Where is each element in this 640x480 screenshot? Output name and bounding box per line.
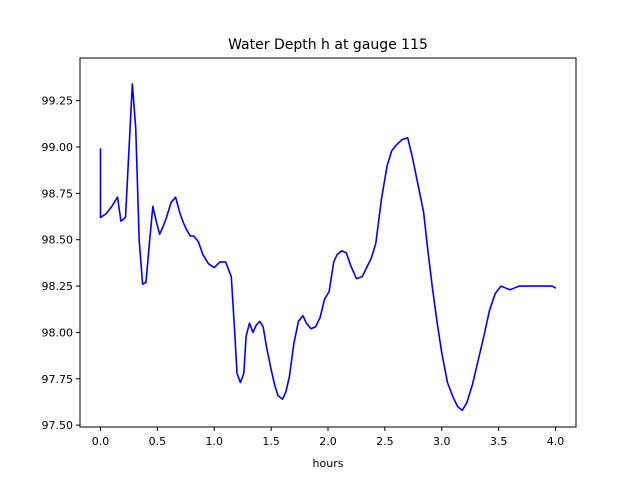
- series-line-water-depth: [99, 83, 557, 412]
- y-tick-label: 98.50: [42, 234, 74, 247]
- x-tick-label: 2.0: [319, 435, 337, 448]
- y-tick-label: 99.00: [42, 141, 74, 154]
- x-tick-label: 3.0: [433, 435, 451, 448]
- y-axis: 97.50 97.75 98.00 98.25 98.50 98.75 99.00 99.25: [42, 95, 80, 432]
- x-tick-label: 3.5: [490, 435, 508, 448]
- plot-area: [79, 57, 577, 428]
- x-tick-label: 1.5: [262, 435, 280, 448]
- x-tick-label: 0.5: [149, 435, 167, 448]
- x-axis-label: hours: [313, 457, 344, 470]
- y-tick-label: 98.00: [42, 326, 74, 339]
- x-tick-label: 0.0: [92, 435, 110, 448]
- y-tick-label: 98.25: [42, 280, 74, 293]
- y-tick-label: 97.50: [42, 419, 74, 432]
- plot-frame: [79, 57, 577, 428]
- y-tick-label: 98.75: [42, 187, 74, 200]
- x-tick-label: 2.5: [376, 435, 394, 448]
- x-tick-label: 1.0: [205, 435, 223, 448]
- x-axis: 0.0 0.5 1.0 1.5 2.0 2.5 3.0 3.5 4.0: [92, 427, 565, 448]
- y-tick-label: 99.25: [42, 95, 74, 108]
- y-tick-label: 97.75: [42, 373, 74, 386]
- chart-title: Water Depth h at gauge 115: [228, 37, 428, 53]
- x-tick-label: 4.0: [547, 435, 565, 448]
